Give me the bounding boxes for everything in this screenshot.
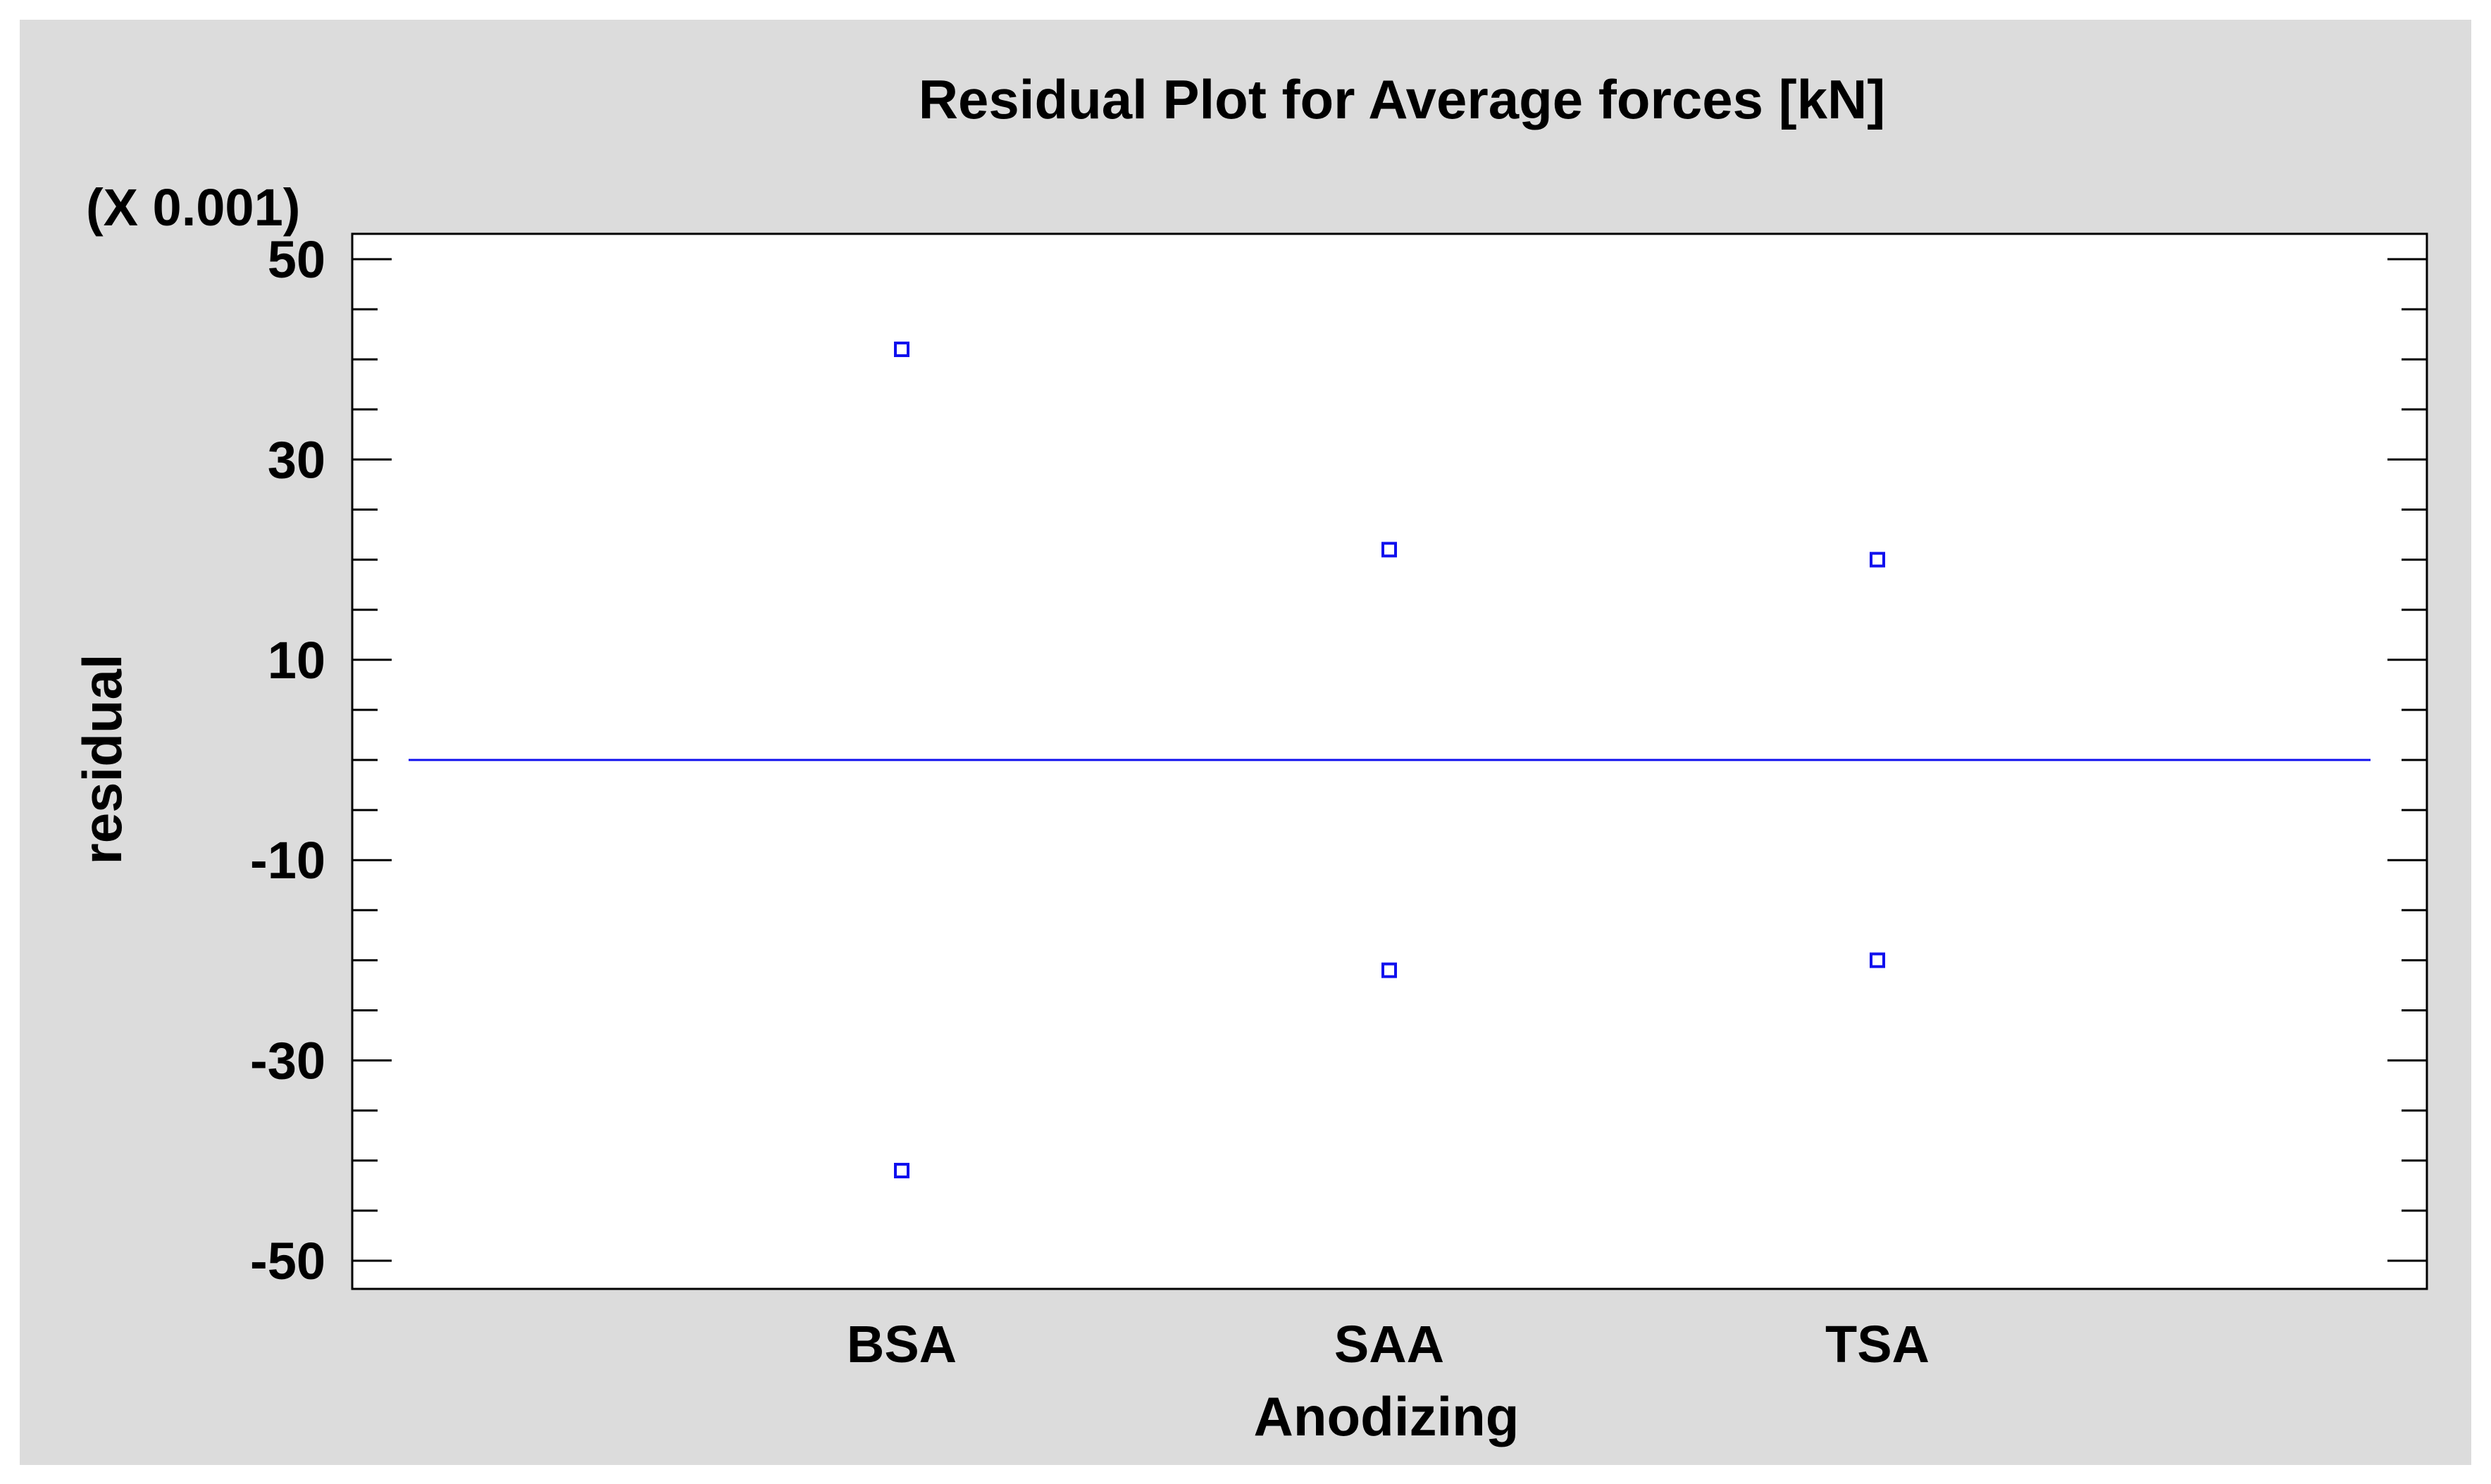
data-point-tsa-5 bbox=[1870, 952, 1885, 968]
data-point-saa-2 bbox=[1381, 542, 1397, 558]
y-axis-tick-labels: 50 30 10 -10 -30 -50 bbox=[250, 230, 325, 1290]
y-axis-label: residual bbox=[71, 654, 133, 864]
y-tick-label-10: 10 bbox=[268, 631, 325, 690]
x-axis-tick-labels: BSA SAA TSA bbox=[847, 1315, 1930, 1373]
y-tick-label--50: -50 bbox=[250, 1232, 325, 1290]
x-tick-label-saa: SAA bbox=[1334, 1315, 1444, 1373]
y-scale-note: (X 0.001) bbox=[86, 178, 300, 237]
plot-area bbox=[351, 232, 2428, 1290]
x-tick-label-bsa: BSA bbox=[847, 1315, 957, 1373]
y-tick-label--10: -10 bbox=[250, 831, 325, 890]
residual-points bbox=[894, 341, 1885, 1179]
data-point-saa-3 bbox=[1381, 962, 1397, 978]
y-tick-label-50: 50 bbox=[268, 230, 325, 289]
y-tick-label-30: 30 bbox=[268, 430, 325, 489]
x-tick-label-tsa: TSA bbox=[1825, 1315, 1930, 1373]
y-tick-label--30: -30 bbox=[250, 1032, 325, 1090]
chart-title: Residual Plot for Average forces [kN] bbox=[919, 68, 1886, 130]
y-axis-ticks bbox=[352, 258, 2427, 1262]
data-point-tsa-4 bbox=[1870, 551, 1885, 568]
data-point-bsa-1 bbox=[894, 1163, 909, 1179]
x-axis-label: Anodizing bbox=[1254, 1385, 1520, 1447]
data-point-bsa-0 bbox=[894, 341, 909, 357]
